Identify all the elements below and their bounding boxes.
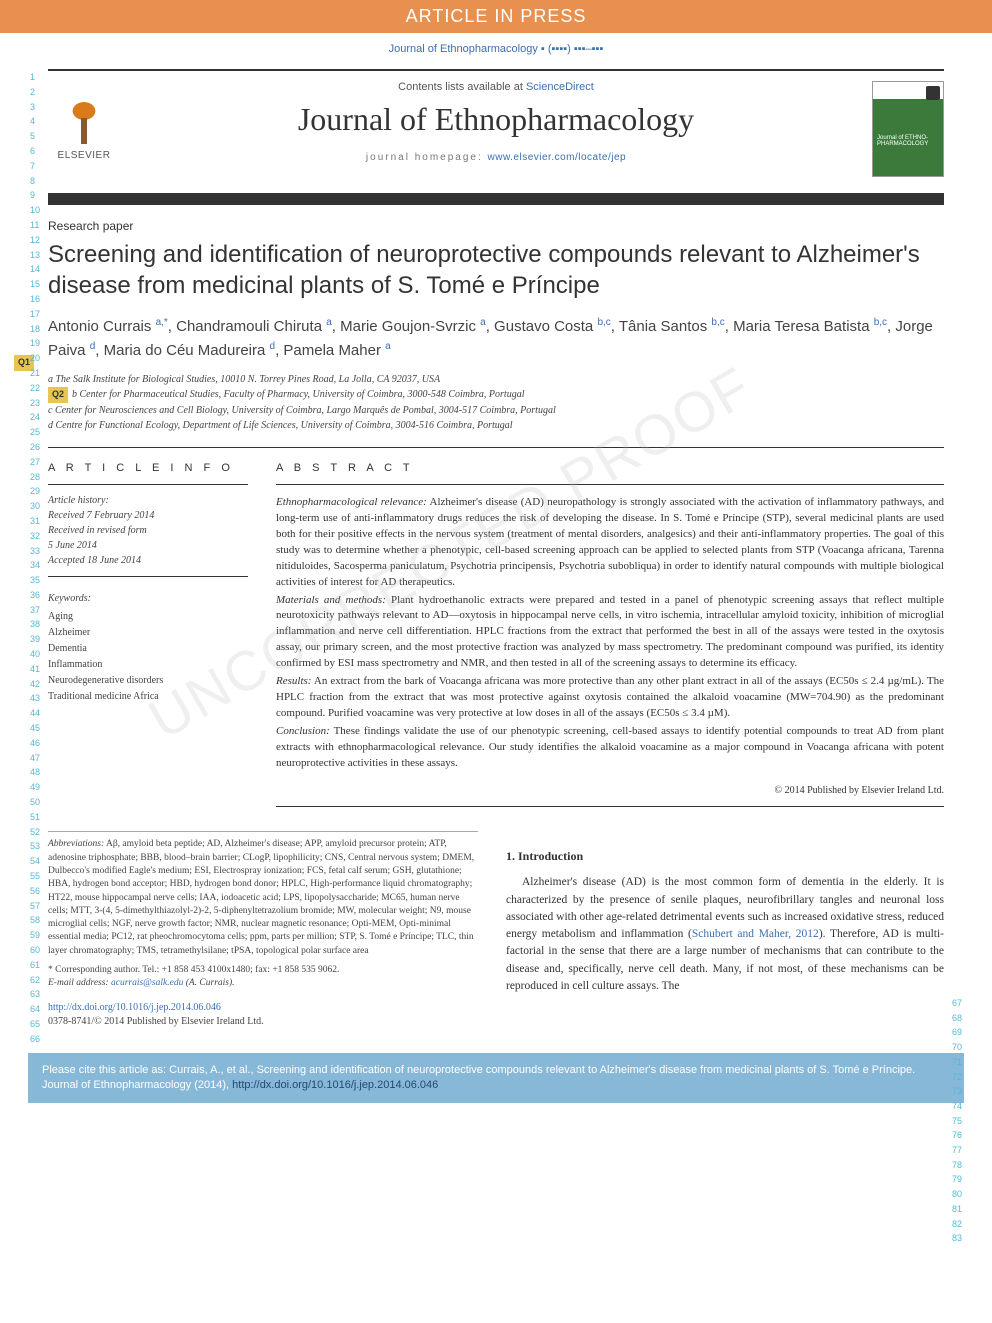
cover-thumb-text: Journal of ETHNO-PHARMACOLOGY	[877, 135, 939, 148]
affil-c: c Center for Neurosciences and Cell Biol…	[48, 403, 944, 418]
abbrev-text: Aβ, amyloid beta peptide; AD, Alzheimer'…	[48, 839, 474, 955]
abs-p1-label: Ethnopharmacological relevance:	[276, 496, 427, 508]
intro-hdr-text: Introduction	[515, 849, 583, 863]
article-title: Screening and identification of neuropro…	[48, 239, 944, 301]
affil-b: Q2 b Center for Pharmaceutical Studies, F…	[48, 387, 944, 403]
keywords-block: Keywords: AgingAlzheimerDementiaInflamma…	[48, 591, 248, 705]
abs-p4-label: Conclusion:	[276, 725, 330, 737]
cite-footer-doi-link[interactable]: http://dx.doi.org/10.1016/j.jep.2014.06.…	[232, 1079, 438, 1091]
intro-citation-link[interactable]: Schubert and Maher, 2012	[692, 928, 819, 940]
journal-homepage-line: journal homepage: www.elsevier.com/locat…	[132, 152, 860, 163]
doi-link[interactable]: http://dx.doi.org/10.1016/j.jep.2014.06.…	[48, 1002, 221, 1013]
journal-citation-top: Journal of Ethnopharmacology ▪ (▪▪▪▪) ▪▪…	[48, 43, 944, 55]
keyword-item: Inflammation	[48, 657, 248, 673]
keywords-hdr: Keywords:	[48, 591, 248, 607]
abbreviations-block: Abbreviations: Aβ, amyloid beta peptide;…	[48, 831, 478, 1028]
keyword-item: Aging	[48, 609, 248, 625]
journal-header: ELSEVIER Contents lists available at Sci…	[48, 69, 944, 205]
keyword-item: Neurodegenerative disorders	[48, 673, 248, 689]
history-hdr: Article history:	[48, 493, 248, 508]
abstract-bottom-rule	[276, 806, 944, 807]
q2-badge: Q2	[48, 387, 68, 403]
journal-homepage-link[interactable]: www.elsevier.com/locate/jep	[488, 152, 627, 163]
keyword-item: Dementia	[48, 641, 248, 657]
elsevier-text: ELSEVIER	[58, 150, 111, 161]
line-numbers-right: 6768697071727374757677787980818283	[952, 996, 962, 1246]
contents-available-line: Contents lists available at ScienceDirec…	[132, 81, 860, 93]
abs-p1: Alzheimer's disease (AD) neuropathology …	[276, 496, 944, 588]
affil-a: a The Salk Institute for Biological Stud…	[48, 372, 944, 387]
corr-tel: Tel.: +1 858 453 4100x1480; fax: +1 858 …	[140, 965, 339, 975]
sciencedirect-link[interactable]: ScienceDirect	[526, 81, 594, 93]
email-hdr: E-mail address:	[48, 978, 111, 988]
article-type: Research paper	[48, 219, 944, 233]
abstract-copyright: © 2014 Published by Elsevier Ireland Ltd…	[276, 784, 944, 799]
affiliations: a The Salk Institute for Biological Stud…	[48, 372, 944, 433]
abs-p4: These findings validate the use of our p…	[276, 725, 944, 769]
article-info-header: A R T I C L E I N F O	[48, 462, 248, 474]
issn-line: 0378-8741/© 2014 Published by Elsevier I…	[48, 1015, 478, 1029]
abs-p3: An extract from the bark of Voacanga afr…	[276, 675, 944, 719]
header-rule	[48, 193, 944, 205]
received-date: Received 7 February 2014	[48, 508, 248, 523]
revised-a: Received in revised form	[48, 523, 248, 538]
article-in-press-banner: ARTICLE IN PRESS	[0, 0, 992, 33]
affil-d: d Centre for Functional Ecology, Departm…	[48, 418, 944, 433]
intro-header: 1. Introduction	[506, 849, 944, 864]
corr-hdr: * Corresponding author.	[48, 965, 140, 975]
keyword-item: Alzheimer	[48, 625, 248, 641]
abstract-body: Ethnopharmacological relevance: Alzheime…	[276, 484, 944, 798]
contents-pre: Contents lists available at	[398, 81, 526, 93]
abs-p2-label: Materials and methods:	[276, 594, 386, 606]
affil-b-text: b Center for Pharmaceutical Studies, Fac…	[72, 389, 524, 400]
keyword-item: Traditional medicine Africa	[48, 689, 248, 705]
article-history: Article history: Received 7 February 201…	[48, 484, 248, 577]
journal-name: Journal of Ethnopharmacology	[132, 101, 860, 138]
abs-p3-label: Results:	[276, 675, 311, 687]
email-line: E-mail address: acurrais@salk.edu (A. Cu…	[48, 977, 478, 990]
intro-num: 1.	[506, 849, 515, 863]
email-tail: (A. Currais).	[183, 978, 234, 988]
cite-footer-text: Please cite this article as: Currais, A.…	[42, 1064, 915, 1091]
revised-b: 5 June 2014	[48, 538, 248, 553]
corr-email-link[interactable]: acurrais@salk.edu	[111, 978, 183, 988]
corresponding-author: * Corresponding author. Tel.: +1 858 453…	[48, 964, 478, 977]
homepage-pre: journal homepage:	[366, 152, 488, 163]
abbrev-hdr: Abbreviations:	[48, 839, 104, 849]
citation-footer: Please cite this article as: Currais, A.…	[28, 1053, 964, 1104]
doi-block: http://dx.doi.org/10.1016/j.jep.2014.06.…	[48, 1001, 478, 1029]
line-numbers-left: 1234567891011121314151617181920212223242…	[30, 70, 40, 1047]
elsevier-logo: ELSEVIER	[48, 81, 120, 169]
intro-body: Alzheimer's disease (AD) is the most com…	[506, 874, 944, 995]
journal-cover-thumbnail: Journal of ETHNO-PHARMACOLOGY	[872, 81, 944, 177]
elsevier-tree-icon	[54, 90, 114, 150]
author-list: Q1Antonio Currais a,*, Chandramouli Chir…	[48, 315, 944, 362]
accepted-date: Accepted 18 June 2014	[48, 553, 248, 568]
section-rule	[48, 447, 944, 448]
abstract-header: A B S T R A C T	[276, 462, 944, 474]
